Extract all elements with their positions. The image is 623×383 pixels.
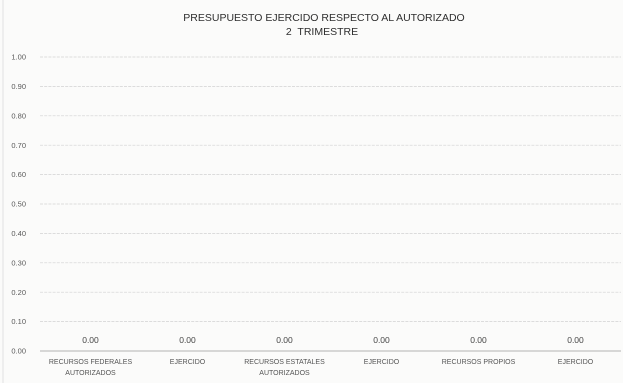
- y-axis: 0.00 0.10 0.20 0.30 0.40 0.50 0.60 0.70 0.80 0.90…: [11, 53, 26, 356]
- data-labels: 0.00 0.00 0.00 0.00 0.00 0.00: [82, 335, 584, 345]
- y-tick-label: 0.80: [11, 111, 26, 120]
- y-tick-label: 0.60: [11, 170, 26, 179]
- data-label: 0.00: [470, 335, 487, 345]
- x-tick-label: EJERCIDO: [170, 359, 206, 366]
- x-tick-label: RECURSOS ESTATALES AUTORIZADOS: [244, 359, 325, 377]
- x-axis: RECURSOS FEDERALES AUTORIZADOS EJERCIDO REC…: [49, 359, 594, 377]
- y-tick-label: 0.50: [11, 200, 26, 209]
- gridlines: [40, 56, 621, 352]
- x-tick-label: EJERCIDO: [558, 359, 594, 366]
- data-label: 0.00: [276, 335, 293, 345]
- y-tick-label: 0.00: [11, 347, 26, 356]
- x-tick-label: RECURSOS FEDERALES AUTORIZADOS: [49, 359, 133, 377]
- data-label: 0.00: [82, 335, 99, 345]
- data-label: 0.00: [567, 335, 584, 345]
- y-tick-label: 0.10: [11, 317, 26, 326]
- y-tick-label: 0.70: [11, 141, 26, 150]
- y-tick-label: 1.00: [11, 53, 26, 62]
- y-tick-label: 0.40: [11, 229, 26, 238]
- x-tick-label: RECURSOS PROPIOS: [442, 359, 516, 366]
- y-tick-label: 0.20: [11, 288, 26, 297]
- y-tick-label: 0.90: [11, 82, 26, 91]
- chart-subtitle: 2 TRIMESTRE: [286, 26, 358, 38]
- chart-title: PRESUPUESTO EJERCIDO RESPECTO AL AUTORIZ…: [183, 12, 464, 24]
- data-label: 0.00: [373, 335, 390, 345]
- x-tick-label: EJERCIDO: [364, 359, 400, 366]
- data-label: 0.00: [179, 335, 196, 345]
- y-tick-label: 0.30: [11, 258, 26, 267]
